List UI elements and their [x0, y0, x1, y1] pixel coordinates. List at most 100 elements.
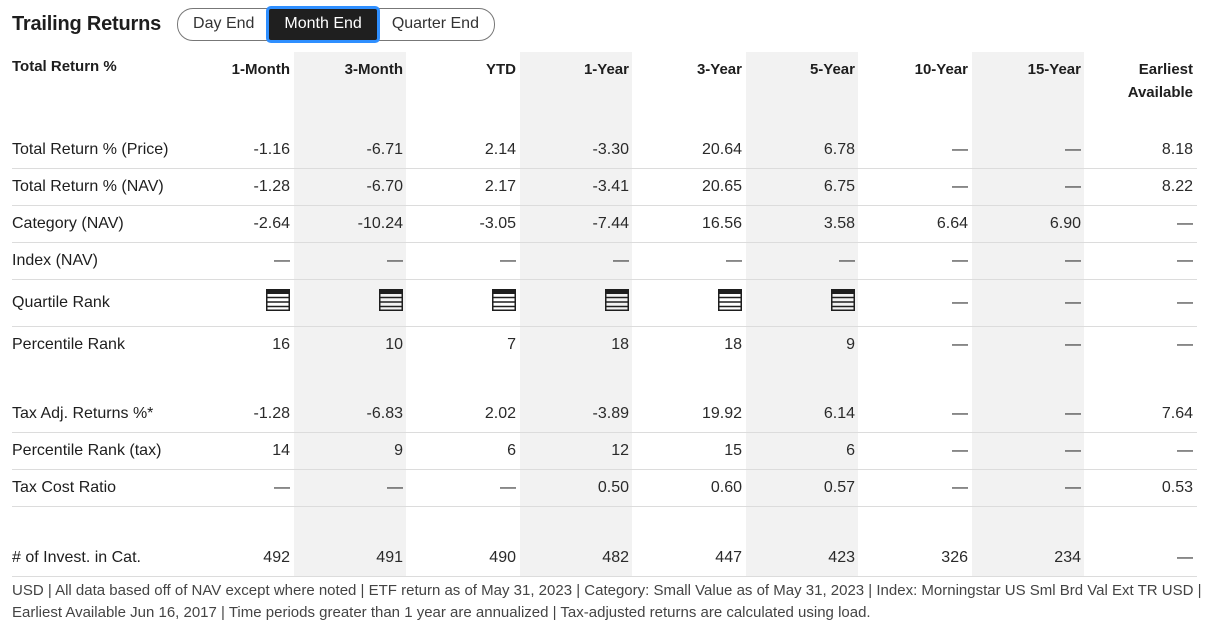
table-cell: 326: [941, 548, 968, 566]
tab-day-end[interactable]: Day End: [193, 15, 255, 32]
table-cell: —: [952, 404, 968, 422]
table-cell: 6: [507, 441, 516, 459]
table-cell: —: [952, 140, 968, 158]
table-row: # of Invest. in Cat. 492 491 490 482 447 423 32…: [12, 539, 1197, 577]
table-cell: —: [1177, 335, 1193, 353]
table-cell: 6.78: [823, 140, 855, 158]
quartile-icon: [605, 289, 629, 316]
page-title: Trailing Returns: [12, 12, 162, 35]
table-cell: 15: [724, 441, 742, 459]
table-row: Percentile Rank 16 10 7 18 18 9 — — —: [12, 326, 1197, 363]
trailing-returns-header: Trailing Returns Day End Month End Quart…: [12, 7, 495, 41]
quartile-icon: [492, 289, 516, 316]
row-label: Tax Adj. Returns %*: [12, 404, 154, 422]
table-cell: 2.17: [484, 177, 516, 195]
table-cell: —: [613, 251, 629, 269]
table-cell: —: [1065, 293, 1081, 311]
row-label: Total Return % (Price): [12, 140, 169, 158]
period-toggle: Day End Month End Quarter End: [177, 7, 495, 41]
table-cell: —: [274, 251, 290, 269]
quartile-icon: [718, 289, 742, 316]
column-header: YTD: [486, 61, 516, 78]
table-cell: 423: [828, 548, 855, 566]
table-cell: -7.44: [592, 214, 629, 232]
row-label: Quartile Rank: [12, 293, 110, 311]
table-cell: 6.90: [1049, 214, 1081, 232]
table-row: Tax Adj. Returns %* -1.28 -6.83 2.02 -3.89 19…: [12, 395, 1197, 433]
quartile-icon: [379, 289, 403, 316]
table-cell: 3.58: [823, 214, 855, 232]
table-cell: —: [1177, 293, 1193, 311]
table-cell: —: [274, 478, 290, 496]
table-cell: —: [952, 251, 968, 269]
table-cell: 9: [846, 335, 855, 353]
table-cell: 490: [489, 548, 516, 566]
table-cell: -3.89: [592, 404, 629, 422]
column-header: 3-Year: [696, 61, 742, 78]
table-cell: —: [952, 478, 968, 496]
table-cell: 10: [385, 335, 403, 353]
table-row: Percentile Rank (tax) 14 9 6 12 15 6 — — —: [12, 432, 1197, 470]
table-row: Total Return % (NAV) -1.28 -6.70 2.17 -3.41 2…: [12, 168, 1197, 206]
table-cell: —: [387, 478, 403, 496]
row-label: # of Invest. in Cat.: [12, 548, 141, 566]
table-row: Tax Cost Ratio — — — 0.50 0.60 0.57 — — 0.53: [12, 469, 1197, 507]
table-header-row: Total Return % 1-Month 3-Month YTD 1-Year 3-Y…: [12, 58, 1197, 106]
table-cell: 8.22: [1161, 177, 1193, 195]
table-cell: —: [1065, 140, 1081, 158]
row-label: Percentile Rank (tax): [12, 441, 162, 459]
table-cell: 6.75: [823, 177, 855, 195]
table-cell: -1.16: [253, 140, 290, 158]
table-row: Index (NAV) — — — — — — — — —: [12, 242, 1197, 280]
table-cell: —: [1065, 478, 1081, 496]
table-cell: 447: [715, 548, 742, 566]
table-cell: —: [1065, 441, 1081, 459]
table-cell: -1.28: [253, 177, 290, 195]
table-cell: -1.28: [253, 404, 290, 422]
table-cell: —: [1177, 548, 1193, 566]
table-row: Category (NAV) -2.64 -10.24 -3.05 -7.44 16.56…: [12, 205, 1197, 243]
table-cell: —: [1177, 214, 1193, 232]
table-cell: 6.64: [936, 214, 968, 232]
column-header-label: Total Return %: [12, 58, 117, 75]
table-cell: -3.41: [592, 177, 629, 195]
table-row: Quartile Rank — — —: [12, 279, 1197, 327]
column-header: 1-Year: [583, 61, 629, 78]
row-label: Tax Cost Ratio: [12, 478, 117, 496]
tab-quarter-end[interactable]: Quarter End: [391, 15, 479, 32]
column-shade: [520, 52, 632, 577]
table-cell: 12: [611, 441, 629, 459]
table-cell: -6.70: [366, 177, 403, 195]
table-cell: 0.53: [1161, 478, 1193, 496]
table-cell: —: [500, 251, 516, 269]
column-shade: [294, 52, 406, 577]
table-cell: —: [1177, 441, 1193, 459]
column-header: Earliest Available: [1127, 61, 1193, 101]
column-header: 3-Month: [344, 61, 403, 78]
table-cell: 0.57: [823, 478, 855, 496]
row-label: Total Return % (NAV): [12, 177, 164, 195]
table-cell: 2.02: [484, 404, 516, 422]
tab-month-end[interactable]: Month End: [269, 8, 377, 40]
table-cell: 14: [272, 441, 290, 459]
table-cell: —: [952, 441, 968, 459]
table-cell: 7: [507, 335, 516, 353]
table-cell: 18: [724, 335, 742, 353]
table-row: Total Return % (Price) -1.16 -6.71 2.14 -3.3…: [12, 131, 1197, 169]
table-cell: —: [952, 293, 968, 311]
table-cell: 16.56: [701, 214, 742, 232]
table-cell: 19.92: [701, 404, 742, 422]
table-cell: -10.24: [357, 214, 403, 232]
footnote-line-2: Earliest Available Jun 16, 2017 | Time p…: [12, 604, 871, 621]
table-cell: 482: [602, 548, 629, 566]
quartile-icon: [266, 289, 290, 316]
table-cell: —: [1065, 335, 1081, 353]
table-cell: 18: [611, 335, 629, 353]
row-label: Index (NAV): [12, 251, 98, 269]
table-cell: 0.50: [597, 478, 629, 496]
table-cell: —: [952, 177, 968, 195]
row-label: Percentile Rank: [12, 335, 125, 353]
table-cell: -2.64: [253, 214, 290, 232]
table-cell: 6.14: [823, 404, 855, 422]
table-cell: —: [387, 251, 403, 269]
